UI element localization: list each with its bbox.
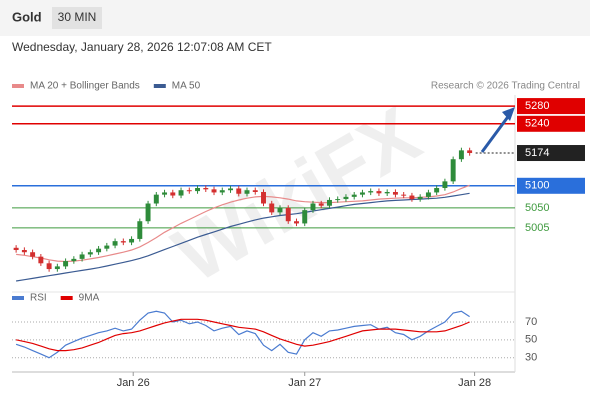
rsi-tick-label: 30: [525, 352, 537, 364]
rsi-tick-label: 70: [525, 316, 537, 328]
rsi-line: [15, 310, 470, 359]
candle-body: [417, 196, 423, 200]
plot: Jan 26 Jan 27 Jan 28 MA 20 + Bollinger Band…: [12, 81, 585, 389]
candle-body: [54, 266, 60, 270]
level-label: 5240: [525, 118, 549, 130]
candle-body: [129, 238, 135, 243]
level-label: 5174: [525, 147, 549, 159]
rsi-line: [15, 318, 470, 352]
candle-body: [335, 199, 341, 201]
level-label: 5050: [525, 202, 549, 214]
candle-body: [13, 247, 19, 251]
candle-body: [318, 203, 324, 206]
legend-swatch: [153, 84, 166, 88]
candle-body: [252, 190, 258, 192]
candle-body: [104, 245, 110, 249]
candle-body: [21, 250, 27, 253]
legend-label: MA 50: [172, 81, 201, 92]
candle-body: [145, 203, 151, 222]
candle-body: [236, 188, 242, 194]
legend-label: 9MA: [79, 293, 100, 304]
credit: Research © 2026 Trading Central: [431, 81, 580, 92]
x-tick-label: Jan 27: [288, 377, 321, 389]
candle-body: [30, 252, 36, 257]
legend-label: MA 20 + Bollinger Bands: [30, 81, 140, 92]
candle-body: [343, 196, 349, 200]
candle-body: [178, 190, 184, 196]
candle-body: [285, 207, 291, 222]
candle-body: [261, 191, 266, 204]
candle-body: [269, 203, 275, 213]
candle-body: [63, 261, 69, 267]
ma-line: [16, 192, 470, 282]
candle-body: [153, 194, 159, 204]
arrow: [480, 113, 512, 153]
candle-body: [368, 191, 374, 193]
candle-body: [38, 256, 44, 264]
candle-body: [244, 190, 250, 194]
candle-body: [467, 150, 473, 154]
symbol: Gold: [12, 9, 42, 24]
candle-body: [162, 192, 168, 195]
x-tick-label: Jan 26: [117, 377, 150, 389]
level-box: [517, 145, 585, 162]
candle-body: [137, 221, 143, 239]
candle-body: [434, 188, 440, 193]
level-box: [517, 115, 585, 132]
rsi-tick-label: 50: [525, 334, 537, 346]
candle-body: [87, 252, 93, 255]
candle-body: [170, 192, 176, 196]
candle-body: [302, 210, 308, 224]
candle-body: [310, 203, 316, 211]
candle-body: [46, 263, 52, 270]
timeframe-box: [52, 7, 102, 29]
candle-body: [458, 150, 464, 160]
candle-body: [96, 248, 102, 253]
legend-swatch: [12, 84, 24, 88]
level-box: [517, 98, 585, 115]
candle-body: [401, 194, 407, 196]
candle-body: [203, 188, 209, 190]
candle-body: [392, 191, 398, 195]
candle-body: [277, 207, 283, 213]
candle-body: [450, 159, 456, 182]
level-label: 5280: [525, 100, 549, 112]
arrow-head: [502, 107, 515, 121]
legend-label: RSI: [30, 293, 47, 304]
candle-body: [112, 241, 118, 246]
legend-swatch: [12, 296, 24, 300]
candle-body: [376, 191, 382, 194]
candle-body: [219, 190, 225, 193]
candle-body: [228, 188, 233, 191]
candle-body: [211, 189, 217, 193]
candle-body: [425, 192, 431, 197]
level-label: 5100: [525, 180, 549, 192]
candle-body: [71, 258, 77, 262]
level-label: 5005: [525, 222, 549, 234]
date: Wednesday, January 28, 2026 12:07:08 AM …: [12, 40, 272, 54]
candle-body: [351, 194, 357, 197]
candle-body: [442, 181, 448, 189]
x-tick-label: Jan 28: [458, 377, 491, 389]
legend-swatch: [60, 296, 73, 300]
candle-body: [384, 191, 390, 194]
candle-body: [326, 199, 332, 206]
level-box: [517, 177, 585, 194]
candle-body: [186, 190, 192, 192]
candle-body: [195, 188, 201, 192]
candle-body: [79, 254, 85, 259]
timeframe: 30 MIN: [58, 10, 97, 24]
candle-body: [294, 221, 299, 224]
candle-body: [120, 241, 126, 243]
candle-body: [359, 192, 365, 195]
candle-body: [409, 195, 415, 200]
ma-line: [16, 184, 470, 263]
